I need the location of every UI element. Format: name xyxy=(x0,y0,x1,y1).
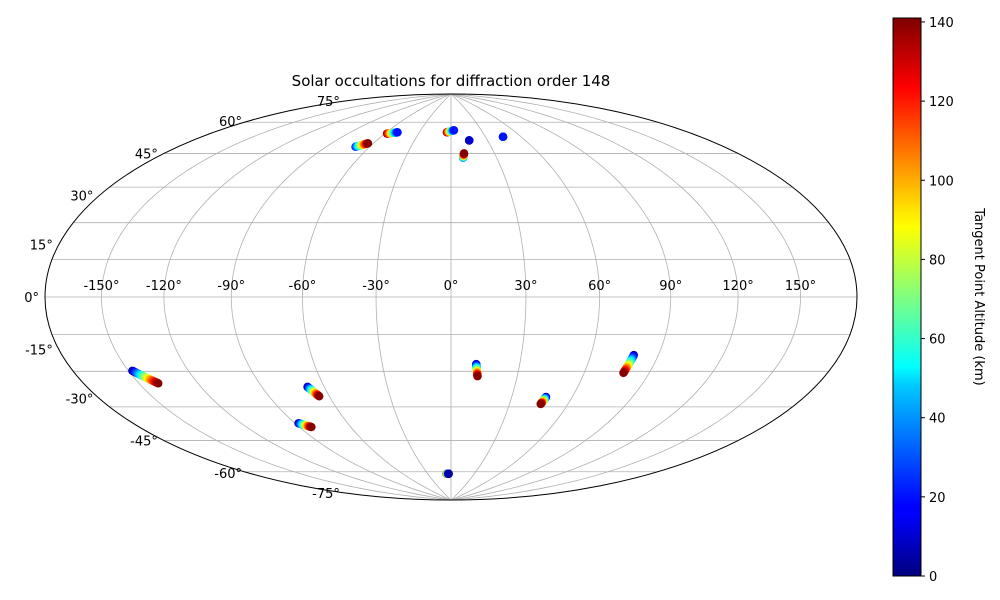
latitude-tick-label: -15° xyxy=(25,344,53,359)
data-point xyxy=(619,368,628,378)
latitude-tick-label: -30° xyxy=(66,393,94,408)
longitude-tick-label: 90° xyxy=(659,279,682,294)
data-point xyxy=(536,399,545,409)
latitude-tick-labels: -75° -60° -45° -30° -15° 0° 15° 30° 45° 60° 75° xyxy=(24,95,340,502)
latitude-tick-label: -60° xyxy=(214,467,242,482)
latitude-tick-label: 30° xyxy=(70,190,93,205)
longitude-tick-label: -60° xyxy=(289,279,317,294)
colorbar-label: Tangent Point Altitude (km) xyxy=(971,207,986,385)
data-point xyxy=(154,379,163,388)
colorbar-tick-label: 60 xyxy=(929,333,946,348)
colorbar-tick-label: 140 xyxy=(929,16,954,31)
data-point xyxy=(449,126,459,135)
longitude-tick-label: 150° xyxy=(785,279,816,294)
data-point xyxy=(473,372,482,381)
latitude-tick-label: -45° xyxy=(130,435,158,450)
colorbar-ticks: 0 20 40 60 80 100 120 140 xyxy=(921,16,954,585)
longitude-tick-label: -150° xyxy=(83,279,119,294)
data-point xyxy=(363,139,373,148)
data-point xyxy=(459,149,469,158)
data-point xyxy=(498,132,508,142)
chart-title: Solar occultations for diffraction order… xyxy=(292,72,611,90)
data-point xyxy=(444,469,453,478)
longitude-tick-label: -90° xyxy=(217,279,245,294)
data-point xyxy=(393,128,402,137)
colorbar-tick-label: 80 xyxy=(929,253,946,268)
longitude-tick-label: 0° xyxy=(444,279,459,294)
colorbar-tick-label: 120 xyxy=(929,95,954,110)
longitude-tick-label: -30° xyxy=(362,279,390,294)
longitude-tick-label: 120° xyxy=(722,279,753,294)
data-point xyxy=(307,422,316,432)
map-outline xyxy=(44,93,858,501)
longitude-tick-label: 60° xyxy=(588,279,611,294)
latitude-tick-label: 60° xyxy=(219,115,242,130)
data-point xyxy=(464,136,474,145)
colorbar-tick-label: 0 xyxy=(929,570,937,585)
colorbar-tick-label: 20 xyxy=(929,491,946,506)
occultation-points xyxy=(128,126,639,478)
latitude-tick-label: 15° xyxy=(30,238,53,253)
latitude-tick-label: 75° xyxy=(317,95,340,110)
latitude-tick-label: 45° xyxy=(135,147,158,162)
colorbar-tick-label: 100 xyxy=(929,174,954,189)
longitude-tick-labels: -150° -120° -90° -60° -30° 0° 30° 60° 90° 120° 150… xyxy=(83,279,816,294)
data-point xyxy=(315,392,324,401)
colorbar-gradient xyxy=(892,17,922,577)
latitude-tick-label: -75° xyxy=(312,487,340,502)
colorbar-tick-label: 40 xyxy=(929,412,946,427)
latitude-tick-label: 0° xyxy=(24,291,39,306)
longitude-tick-label: -120° xyxy=(146,279,182,294)
colorbar: 0 20 40 60 80 100 120 140 Tangent Point Altitud… xyxy=(892,16,986,585)
longitude-tick-label: 30° xyxy=(514,279,537,294)
